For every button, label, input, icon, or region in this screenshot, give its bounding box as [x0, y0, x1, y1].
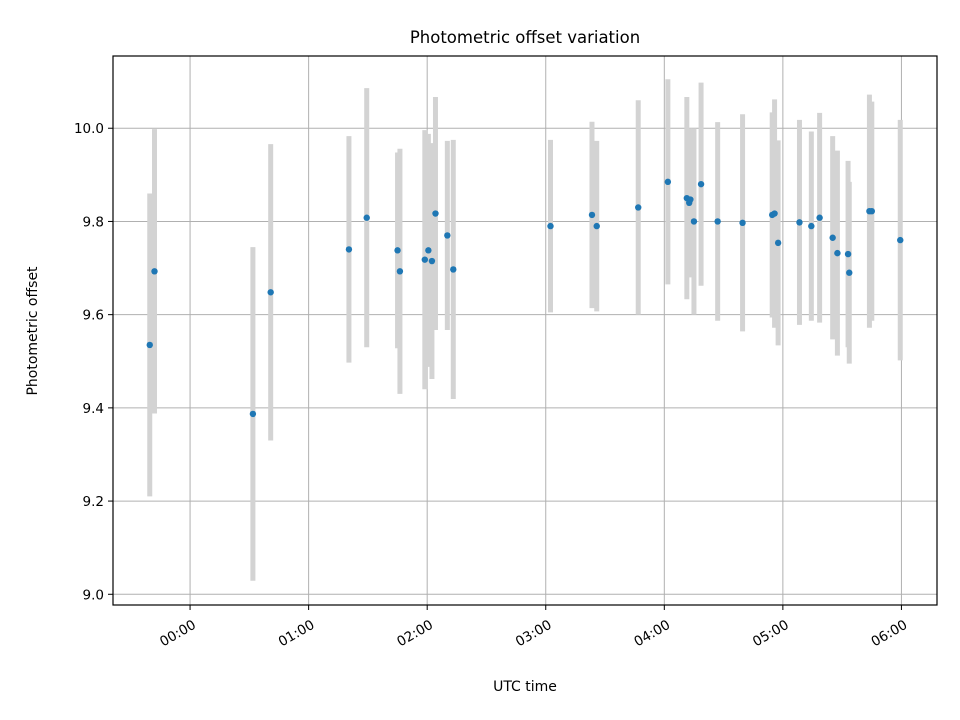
data-point — [450, 266, 457, 273]
data-point — [547, 222, 554, 230]
data-point — [593, 222, 600, 230]
data-point — [829, 234, 836, 241]
data-point — [444, 232, 451, 239]
data-point — [844, 250, 852, 258]
y-tick-label: 9.2 — [83, 494, 104, 510]
data-point — [687, 196, 694, 203]
data-point — [345, 246, 353, 253]
data-point — [771, 210, 778, 217]
y-tick-label: 9.0 — [83, 587, 104, 603]
data-point — [425, 247, 432, 254]
data-point — [396, 268, 404, 275]
data-point — [664, 178, 672, 186]
y-tick-label: 9.6 — [83, 308, 104, 324]
y-axis-label: Photometric offset — [25, 266, 41, 396]
marker-layer — [146, 178, 904, 418]
data-point — [151, 268, 158, 275]
data-point — [796, 219, 803, 226]
data-point — [146, 341, 153, 349]
data-point — [774, 239, 782, 247]
data-point — [868, 207, 875, 215]
data-point — [739, 219, 746, 227]
data-point — [834, 249, 841, 257]
data-point — [267, 289, 274, 296]
data-point — [635, 204, 642, 211]
data-point — [697, 180, 705, 188]
data-point — [249, 410, 257, 418]
data-point — [421, 256, 429, 263]
y-tick-label: 9.8 — [83, 214, 104, 230]
chart-title: Photometric offset variation — [410, 28, 640, 47]
data-point — [432, 210, 439, 217]
data-point — [690, 218, 698, 225]
data-point — [714, 218, 721, 225]
data-point — [394, 247, 401, 254]
data-point — [816, 214, 823, 221]
data-point — [897, 236, 904, 244]
data-point — [846, 269, 853, 276]
data-point — [363, 214, 370, 221]
data-point — [808, 222, 815, 230]
y-tick-label: 10.0 — [74, 121, 104, 137]
axes-frame — [112, 55, 938, 606]
data-point — [588, 211, 596, 219]
data-point — [428, 257, 436, 265]
x-axis-label: UTC time — [493, 679, 557, 695]
y-tick-label: 9.4 — [83, 401, 104, 417]
